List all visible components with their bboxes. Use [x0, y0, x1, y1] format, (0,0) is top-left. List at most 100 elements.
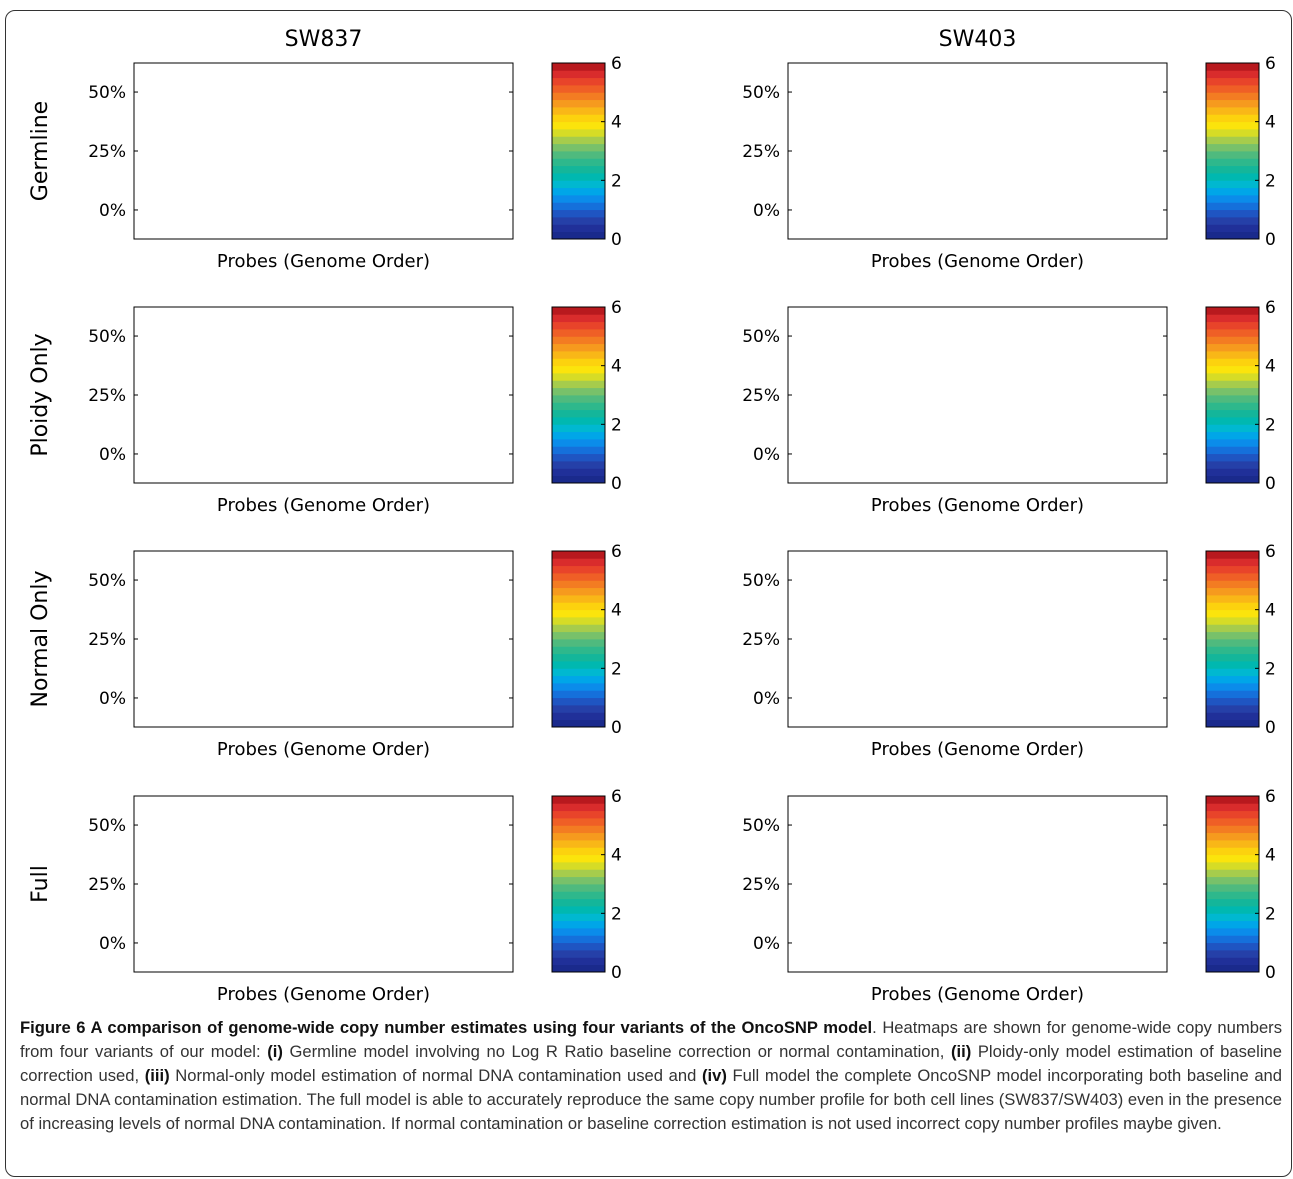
colorbar-band: [1206, 602, 1259, 611]
colorbar-band: [552, 424, 605, 433]
colorbar-band: [1206, 365, 1259, 374]
colorbar-band: [552, 646, 605, 655]
colorbar-band: [1206, 609, 1259, 618]
colorbar-band: [552, 719, 605, 728]
colorbar-band: [1206, 107, 1259, 115]
colorbar-band: [1206, 675, 1259, 684]
colorbar-band: [552, 653, 605, 662]
colorbar-band: [552, 70, 605, 79]
colorbar-tick-label: 4: [1265, 113, 1276, 133]
colorbar: [551, 62, 606, 240]
y-tick-label: 25%: [88, 875, 126, 895]
colorbar-band: [552, 395, 605, 403]
colorbar-band: [1206, 913, 1259, 922]
colorbar-band: [552, 187, 605, 196]
colorbar-band: [1206, 195, 1259, 203]
colorbar-band: [552, 224, 605, 233]
colorbar-band: [1206, 906, 1259, 914]
colorbar-band: [552, 796, 605, 804]
colorbar-band: [552, 173, 605, 181]
colorbar-band: [552, 446, 605, 455]
colorbar-band: [552, 195, 605, 203]
heatmap-plot-area: [133, 62, 514, 240]
colorbar-band: [1206, 631, 1259, 640]
colorbar-tick-label: 6: [1265, 542, 1276, 562]
colorbar-band: [1206, 712, 1259, 721]
colorbar-band: [552, 906, 605, 914]
y-tick-label: 50%: [88, 571, 126, 591]
colorbar-band: [1206, 683, 1259, 691]
colorbar-band: [552, 876, 605, 885]
colorbar-band: [1206, 825, 1259, 834]
colorbar-band: [552, 402, 605, 411]
y-tick-label: 25%: [742, 630, 780, 650]
colorbar-band: [552, 957, 605, 966]
y-tick-label: 25%: [88, 142, 126, 162]
colorbar-band: [1206, 810, 1259, 819]
colorbar-tick-label: 4: [611, 601, 622, 621]
colorbar-tick-label: 6: [611, 787, 622, 807]
colorbar-band: [1206, 431, 1259, 440]
colorbar-tick-label: 0: [1265, 718, 1276, 738]
colorbar-band: [552, 803, 605, 812]
colorbar-band: [1206, 573, 1259, 581]
row-label: Germline: [28, 101, 53, 201]
colorbar-band: [1206, 803, 1259, 812]
colorbar-band: [552, 151, 605, 159]
column-title-sw403: SW403: [939, 27, 1017, 52]
colorbar-band: [1206, 395, 1259, 403]
colorbar-band: [1206, 957, 1259, 966]
colorbar-band: [552, 810, 605, 819]
colorbar-band: [552, 898, 605, 907]
colorbar-band: [552, 913, 605, 922]
heatmap-figure: SW837 SW403 Germline Ploidy Only Normal Only…: [28, 27, 1276, 1005]
colorbar-tick-label: 4: [1265, 601, 1276, 621]
colorbar-band: [552, 453, 605, 462]
heatmap-plot-area: [787, 306, 1168, 484]
colorbar-band: [552, 107, 605, 115]
y-tick-label: 0%: [753, 201, 780, 221]
colorbar-band: [552, 602, 605, 611]
colorbar-tick-label: 0: [1265, 230, 1276, 250]
colorbar-band: [552, 617, 605, 625]
colorbar: [551, 306, 606, 484]
colorbar-band: [552, 942, 605, 951]
colorbar-band: [552, 63, 605, 71]
colorbar-band: [1206, 77, 1259, 86]
colorbar-band: [1206, 314, 1259, 323]
colorbar-band: [552, 468, 605, 477]
colorbar-band: [1206, 668, 1259, 677]
colorbar-band: [552, 202, 605, 211]
colorbar-band: [552, 92, 605, 101]
colorbar-tick-label: 0: [611, 718, 622, 738]
colorbar-band: [552, 595, 605, 603]
colorbar-band: [1206, 580, 1259, 589]
colorbar-band: [1206, 818, 1259, 826]
colorbar-band: [1206, 551, 1259, 559]
colorbar-band: [1206, 358, 1259, 367]
colorbar-band: [1206, 468, 1259, 477]
colorbar-band: [552, 818, 605, 826]
colorbar-band: [1206, 85, 1259, 93]
colorbar-band: [1206, 92, 1259, 101]
colorbar-band: [552, 558, 605, 567]
colorbar-tick-label: 4: [1265, 846, 1276, 866]
column-title-sw837: SW837: [285, 27, 363, 52]
colorbar-band: [552, 631, 605, 640]
colorbar-band: [1206, 587, 1259, 596]
y-tick-label: 0%: [753, 689, 780, 709]
colorbar-tick-label: 0: [611, 963, 622, 983]
colorbar-band: [552, 840, 605, 848]
colorbar-band: [552, 847, 605, 856]
colorbar-band: [1206, 891, 1259, 900]
y-tick-label: 25%: [88, 386, 126, 406]
x-axis-label: Probes (Genome Order): [871, 739, 1084, 760]
colorbar-band: [552, 209, 605, 218]
caption-item-marker: (iii): [144, 1066, 170, 1085]
caption-text: Full model the complete OncoSNP model in…: [20, 1066, 1283, 1133]
colorbar-band: [552, 336, 605, 345]
colorbar-band: [552, 387, 605, 396]
caption-item-marker: (i): [267, 1042, 283, 1061]
y-tick-label: 25%: [742, 142, 780, 162]
colorbar-tick-label: 2: [611, 659, 622, 679]
